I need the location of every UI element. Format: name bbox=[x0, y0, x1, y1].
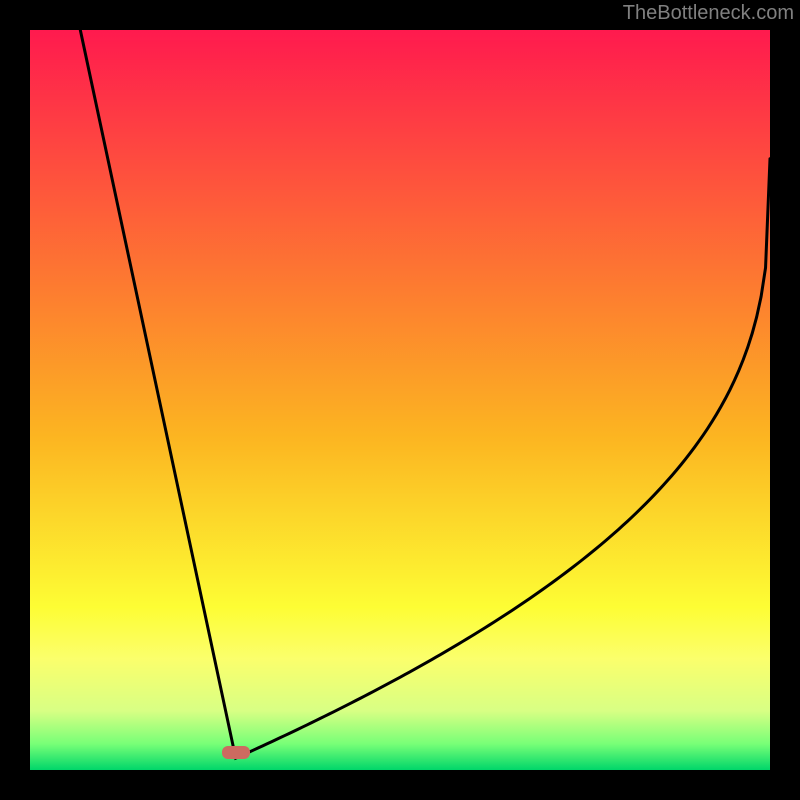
minimum-marker bbox=[222, 746, 250, 759]
bottleneck-curve bbox=[30, 30, 770, 770]
curve-path bbox=[80, 30, 770, 758]
chart-plot-area bbox=[30, 30, 770, 770]
watermark-text: TheBottleneck.com bbox=[623, 2, 794, 25]
